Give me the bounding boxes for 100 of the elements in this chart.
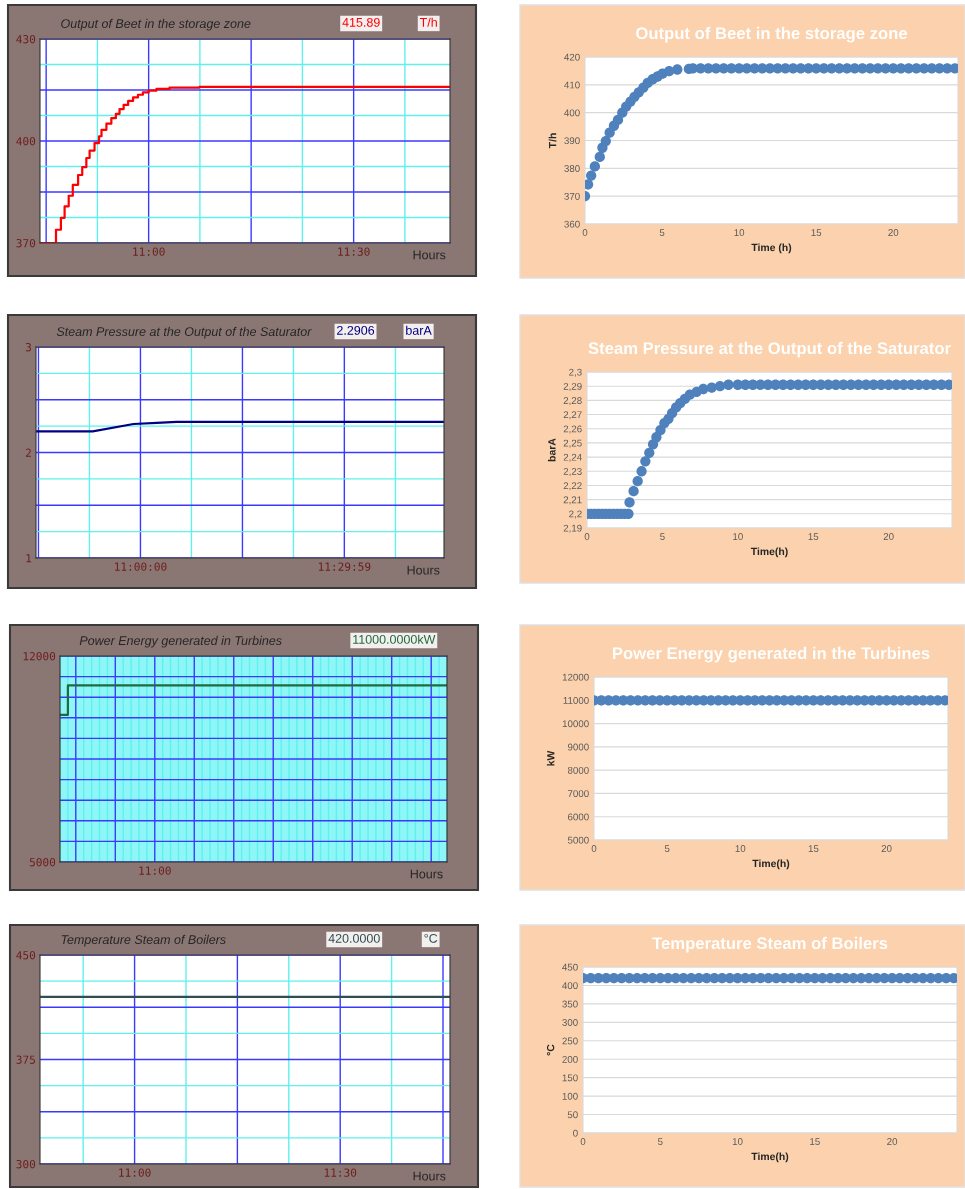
- chart-title: Output of Beet in the storage zone: [636, 26, 908, 43]
- y-tick-label: 370: [16, 239, 36, 248]
- y-tick-label: 2,27: [563, 411, 582, 420]
- x-tick-label: 15: [810, 1138, 820, 1145]
- x-tick-label: 11:00: [133, 247, 165, 256]
- y-tick-label: 2,26: [563, 425, 582, 434]
- y-tick-label: 400: [564, 109, 580, 117]
- y-tick-label: 2,19: [563, 524, 582, 533]
- y-tick-label: 12000: [562, 673, 589, 681]
- y-tick-label: 390: [564, 137, 580, 145]
- y-tick-label: 200: [562, 1055, 578, 1063]
- x-tick-label: 15: [808, 845, 819, 852]
- y-tick-label: 5000: [29, 858, 56, 867]
- x-tick-label: 20: [883, 533, 894, 540]
- chart-title: Steam Pressure at the Output of the Saturator: [56, 326, 312, 339]
- y-tick-label: 2,28: [563, 397, 582, 406]
- y-tick-label: 350: [562, 1000, 578, 1008]
- y-tick-label: 400: [562, 982, 578, 990]
- chart-title: Temperature Steam of Boilers: [652, 936, 888, 953]
- y-tick-label: 2,3: [569, 368, 582, 377]
- text: T/h: [419, 17, 437, 27]
- x-tick-label: 5: [659, 229, 665, 236]
- point: [594, 151, 605, 163]
- x-tick-label: 11:30: [338, 247, 370, 256]
- y-tick-label: 11000: [563, 697, 589, 704]
- line-series: [36, 420, 444, 433]
- point: [600, 135, 611, 147]
- y-tick-label: 370: [564, 192, 580, 200]
- y-tick-label: 410: [564, 81, 580, 89]
- y-tick-label: 2,29: [563, 382, 582, 391]
- y-tick-label: 50: [567, 1111, 578, 1119]
- x-tick-label: 20: [887, 1138, 898, 1145]
- x-tick-label: 10: [734, 229, 745, 236]
- y-axis-title: °C: [546, 1044, 555, 1056]
- x-tick-label: 15: [808, 533, 819, 540]
- y-tick-label: 8000: [567, 766, 589, 774]
- x-axis-title: Hours: [413, 250, 446, 260]
- y-axis-title: T/h: [548, 133, 557, 149]
- y-tick-label: 2,23: [563, 468, 582, 477]
- y-tick-label: 2,24: [563, 453, 582, 462]
- y-tick-label: 6000: [568, 813, 589, 821]
- y-tick-label: 400: [16, 137, 36, 146]
- y-tick-label: 420: [564, 53, 580, 61]
- x-tick-label: 20: [888, 229, 899, 236]
- text: barA: [406, 325, 432, 335]
- x-tick-label: 20: [881, 845, 892, 852]
- text: 11000.0000kW: [353, 634, 436, 644]
- x-axis-title: Hours: [413, 1171, 446, 1181]
- x-axis-title: Hours: [410, 869, 443, 879]
- point: [585, 179, 594, 190]
- x-tick-label: 10: [733, 533, 743, 540]
- y-tick-label: 150: [562, 1074, 578, 1082]
- y-tick-label: 0: [573, 1129, 578, 1137]
- point: [586, 170, 597, 181]
- x-tick-label: 5: [660, 533, 665, 540]
- x-tick-label: 11:29:59: [318, 562, 371, 571]
- x-tick-label: 10: [732, 1138, 743, 1145]
- x-tick-label: 15: [811, 229, 822, 236]
- y-tick-label: 3: [25, 343, 31, 352]
- x-axis-title: Time(h): [750, 547, 788, 558]
- y-tick-label: 380: [564, 165, 580, 172]
- x-tick-label: 5: [664, 845, 670, 852]
- chart-title: Power Energy generated in Turbines: [79, 635, 282, 648]
- text: °C: [424, 933, 438, 943]
- y-tick-label: 9000: [567, 743, 589, 751]
- x-tick-label: 11:00: [119, 1168, 151, 1177]
- y-tick-label: 2,21: [563, 496, 582, 505]
- x-axis-title: Time(h): [751, 1152, 789, 1163]
- y-tick-label: 2,22: [563, 482, 582, 491]
- x-axis-title: Time(h): [752, 859, 790, 870]
- point: [589, 161, 601, 172]
- y-tick-label: 7000: [568, 790, 589, 798]
- y-tick-label: 100: [562, 1092, 578, 1100]
- text: 420.0000: [328, 933, 380, 943]
- y-axis-title: kW: [546, 750, 555, 766]
- y-tick-label: 2,2: [569, 510, 582, 519]
- y-tick-label: 300: [16, 1160, 36, 1169]
- point: [612, 114, 624, 126]
- y-tick-label: 5000: [567, 836, 589, 844]
- chart-title: Power Energy generated in the Turbines: [612, 646, 930, 663]
- y-axis-title: barA: [547, 438, 556, 462]
- x-tick-label: 11:30: [324, 1168, 357, 1177]
- y-tick-label: 300: [562, 1019, 578, 1026]
- x-tick-label: 11:00: [139, 866, 171, 875]
- y-tick-label: 450: [16, 951, 36, 960]
- x-tick-label: 11:00:00: [115, 562, 167, 571]
- y-tick-label: 250: [562, 1037, 578, 1045]
- x-axis-title: Hours: [407, 565, 440, 575]
- x-tick-label: 0: [591, 845, 597, 852]
- y-tick-label: 375: [16, 1055, 35, 1064]
- chart-title: Temperature Steam of Boilers: [61, 934, 226, 947]
- x-tick-label: 5: [657, 1138, 663, 1145]
- y-tick-label: 450: [562, 963, 578, 971]
- point: [672, 64, 683, 75]
- chart-title: Steam Pressure at the Output of the Saturator: [588, 341, 951, 358]
- text: 2.2906: [337, 325, 375, 335]
- y-tick-label: 2: [25, 448, 31, 457]
- x-axis-title: Time (h): [751, 243, 792, 254]
- chart-title: Output of Beet in the storage zone: [61, 18, 251, 31]
- y-tick-label: 430: [16, 35, 36, 44]
